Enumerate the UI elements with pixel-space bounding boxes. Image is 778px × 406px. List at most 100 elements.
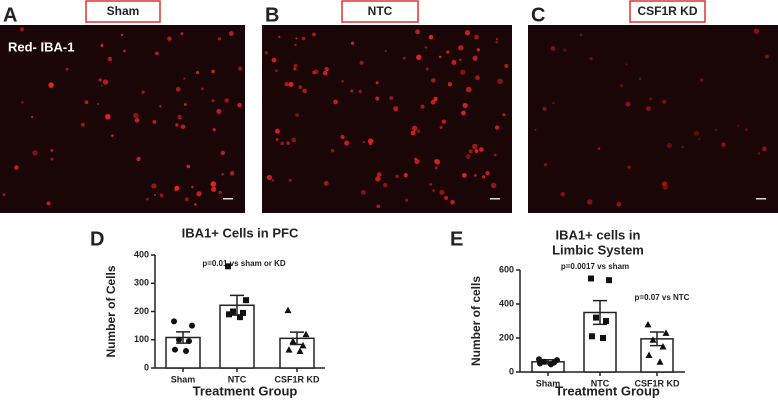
cell-spot (367, 138, 374, 144)
cell-spot (420, 104, 425, 109)
cell-spot (439, 125, 443, 129)
cell-spot (415, 29, 421, 35)
micrograph (262, 25, 512, 213)
cell-spot (699, 78, 704, 82)
data-point (172, 346, 178, 353)
cell-spot (765, 54, 769, 59)
cell-spot (465, 153, 471, 159)
cell-spot (360, 190, 366, 195)
cell-spot (153, 193, 156, 197)
cell-spot (721, 142, 726, 147)
data-point (302, 330, 310, 338)
data-point (645, 351, 653, 358)
cell-spot (100, 44, 104, 47)
cell-spot (111, 134, 114, 137)
cell-spot (666, 142, 673, 149)
cell-spot (468, 149, 473, 154)
y-tick-label: 400 (134, 249, 149, 259)
cell-spot (661, 181, 668, 187)
cell-spot (444, 195, 449, 200)
cell-spot (350, 41, 355, 45)
cell-spot (280, 141, 284, 146)
cell-spot (745, 128, 748, 131)
cell-spot (560, 191, 565, 197)
cell-spot (275, 137, 279, 141)
data-point (189, 322, 195, 329)
cell-spot (403, 173, 408, 178)
cell-spot (133, 112, 139, 119)
cell-spot (589, 57, 593, 61)
cell-spot (350, 89, 354, 93)
cell-spot (698, 138, 701, 141)
cell-spot (107, 56, 113, 62)
cell-spot (191, 185, 194, 189)
data-point (285, 346, 293, 353)
y-axis-label: Number of Cells (104, 265, 118, 357)
cell-spot (429, 182, 433, 186)
cell-spot (324, 67, 329, 72)
cell-spot (180, 124, 186, 129)
cell-spot (31, 116, 34, 119)
cell-spot (102, 79, 109, 85)
cell-spot (474, 174, 477, 177)
cell-spot (753, 28, 760, 34)
cell-spot (151, 183, 157, 189)
group-label: CSF1R KD (637, 4, 697, 18)
cell-spot (625, 63, 628, 66)
cell-spot (495, 40, 499, 44)
chart-title: IBA1+ Cells in PFC (182, 225, 299, 240)
data-point (600, 335, 606, 341)
data-point (289, 337, 297, 345)
cell-spot (430, 99, 436, 105)
cell-spot (432, 189, 435, 192)
cell-spot (416, 54, 422, 60)
cell-spot (461, 110, 466, 116)
cell-spot (579, 33, 583, 37)
cell-spot (411, 125, 418, 131)
cell-spot (563, 48, 567, 52)
label-box (341, 0, 419, 23)
x-axis-label: Treatment Group (555, 383, 660, 398)
cell-spot (410, 130, 416, 136)
cell-spot (458, 45, 464, 51)
cell-spot (229, 170, 235, 176)
data-point (659, 343, 667, 350)
cell-spot (375, 176, 381, 182)
cell-spot (762, 146, 767, 152)
cell-spot (32, 150, 38, 156)
cell-spot (211, 69, 215, 74)
cell-spot (50, 149, 54, 152)
cell-spot (681, 145, 684, 149)
cell-spot (212, 127, 216, 132)
cell-spot (479, 147, 484, 152)
cell-spot (19, 27, 25, 32)
cell-spot (159, 105, 162, 108)
cell-spot (210, 181, 217, 187)
micrograph (528, 25, 778, 213)
chart-title: IBA1+ cells in (556, 227, 641, 242)
cell-spot (693, 130, 700, 136)
cell-spot (123, 49, 126, 53)
cell-spot (237, 66, 243, 71)
cell-spot (278, 35, 281, 39)
cell-spot (638, 77, 642, 80)
cell-spot (134, 117, 140, 123)
y-axis-label: Number of cells (469, 276, 483, 366)
cell-spot (201, 87, 204, 91)
cell-spot (237, 102, 242, 108)
data-point (603, 318, 609, 324)
data-point (299, 341, 307, 349)
data-point (589, 333, 595, 340)
scale-bar (756, 198, 766, 200)
y-tick-label: 400 (499, 298, 514, 308)
cell-spot (425, 67, 429, 71)
panel-letter: B (265, 4, 279, 26)
cell-spot (619, 84, 624, 88)
cell-spot (84, 100, 89, 105)
cell-spot (341, 80, 344, 83)
cell-spot (301, 36, 306, 41)
cell-spot (438, 55, 442, 59)
cell-spot (312, 70, 316, 75)
cell-spot (159, 193, 164, 198)
annotation: p=0.0017 vs sham (561, 262, 629, 271)
